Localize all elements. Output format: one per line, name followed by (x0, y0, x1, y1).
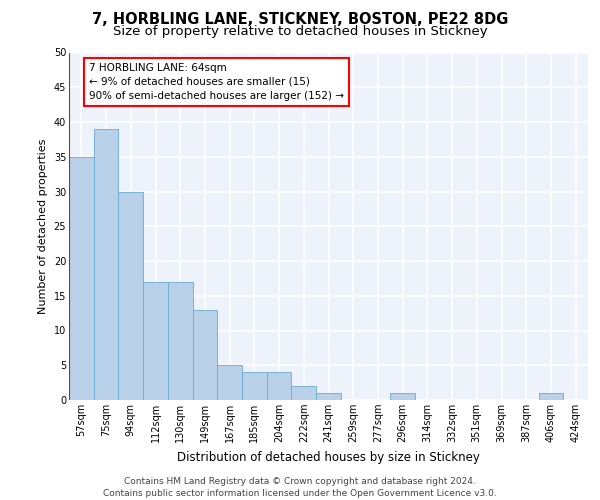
Text: 7 HORBLING LANE: 64sqm
← 9% of detached houses are smaller (15)
90% of semi-deta: 7 HORBLING LANE: 64sqm ← 9% of detached … (89, 63, 344, 101)
Bar (94, 129, 118, 400)
Bar (539, 393, 563, 400)
Bar (242, 372, 267, 400)
X-axis label: Distribution of detached houses by size in Stickney: Distribution of detached houses by size … (177, 450, 480, 464)
Bar (217, 365, 242, 400)
Bar (69, 157, 94, 400)
Text: 7, HORBLING LANE, STICKNEY, BOSTON, PE22 8DG: 7, HORBLING LANE, STICKNEY, BOSTON, PE22… (92, 12, 508, 26)
Bar (118, 192, 143, 400)
Bar (143, 282, 168, 400)
Bar (267, 372, 292, 400)
Bar (193, 310, 217, 400)
Y-axis label: Number of detached properties: Number of detached properties (38, 138, 48, 314)
Text: Size of property relative to detached houses in Stickney: Size of property relative to detached ho… (113, 24, 487, 38)
Text: Contains HM Land Registry data © Crown copyright and database right 2024.
Contai: Contains HM Land Registry data © Crown c… (103, 476, 497, 498)
Bar (316, 393, 341, 400)
Bar (168, 282, 193, 400)
Bar (292, 386, 316, 400)
Bar (390, 393, 415, 400)
